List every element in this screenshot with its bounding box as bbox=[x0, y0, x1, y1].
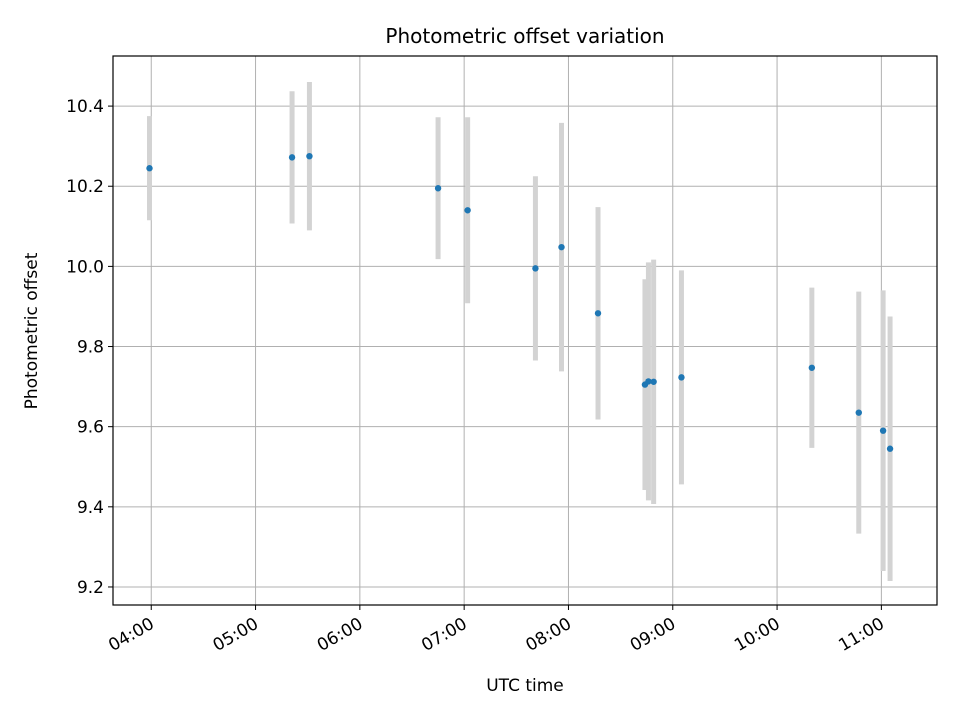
x-tick-label: 05:00 bbox=[210, 614, 262, 656]
data-point bbox=[532, 265, 539, 272]
y-tick-label: 10.0 bbox=[66, 257, 104, 277]
data-points bbox=[146, 152, 894, 452]
data-point bbox=[434, 185, 442, 192]
y-tick-label: 10.2 bbox=[66, 177, 104, 197]
data-point bbox=[146, 165, 153, 172]
x-tick-label: 08:00 bbox=[523, 614, 575, 656]
y-tick-label: 9.6 bbox=[77, 418, 104, 438]
x-axis-label: UTC time bbox=[486, 676, 564, 696]
plot-frame bbox=[112, 55, 938, 606]
y-tick-label: 9.2 bbox=[77, 578, 104, 598]
error-bars bbox=[147, 82, 893, 581]
y-tick-label: 10.4 bbox=[66, 97, 104, 117]
data-point bbox=[288, 154, 296, 161]
x-tick-label: 11:00 bbox=[835, 614, 887, 656]
y-tick-label: 9.4 bbox=[77, 498, 104, 518]
data-point bbox=[808, 364, 816, 371]
x-tick-label: 06:00 bbox=[314, 614, 366, 656]
y-tick-label: 9.8 bbox=[77, 338, 104, 358]
data-point bbox=[558, 243, 565, 251]
data-point bbox=[886, 445, 894, 452]
y-axis-label: Photometric offset bbox=[22, 252, 42, 409]
data-point bbox=[464, 207, 471, 214]
data-point bbox=[879, 427, 887, 434]
data-point bbox=[650, 378, 657, 385]
x-tick-label: 07:00 bbox=[418, 614, 470, 656]
data-point bbox=[678, 374, 685, 381]
data-point bbox=[594, 310, 602, 317]
grid bbox=[113, 56, 937, 605]
axis-ticks: 04:00 05:00 06:00 07:00 08:00 09:00 10:00 11:00… bbox=[66, 97, 888, 656]
data-point bbox=[645, 378, 652, 385]
x-tick-label: 10:00 bbox=[731, 614, 783, 656]
x-tick-label: 04:00 bbox=[105, 614, 157, 656]
x-tick-label: 09:00 bbox=[627, 614, 679, 656]
data-point bbox=[306, 152, 313, 160]
chart-title: Photometric offset variation bbox=[385, 24, 664, 48]
data-point bbox=[855, 409, 862, 416]
